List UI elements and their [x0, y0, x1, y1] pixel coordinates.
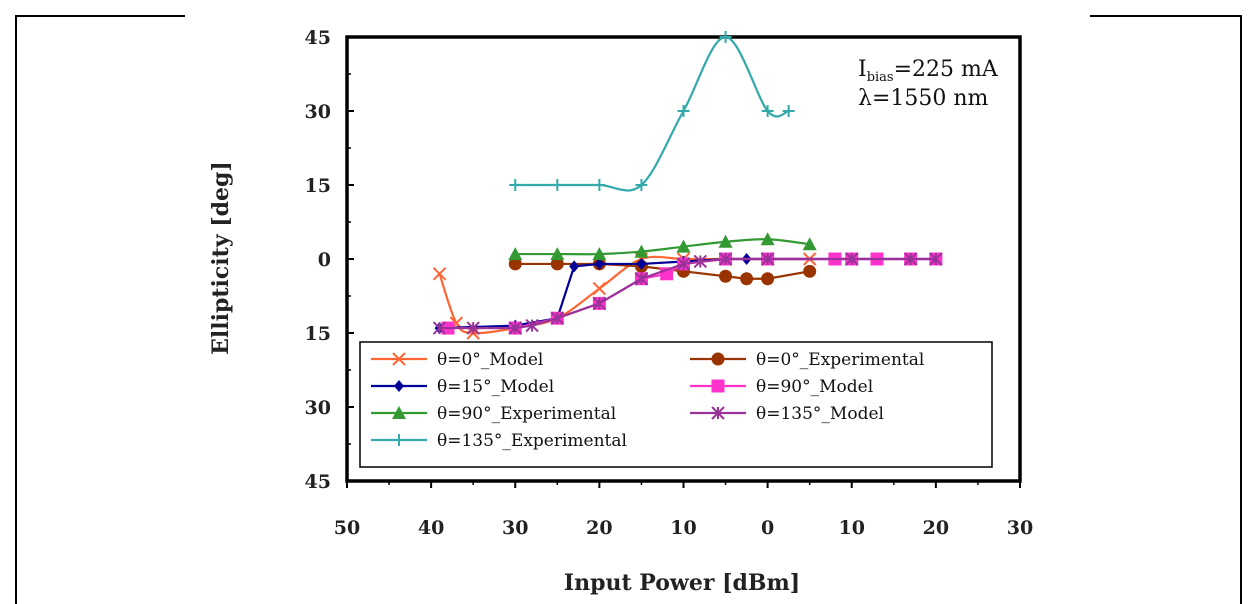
data-point [718, 234, 733, 248]
legend-label: θ=15°_Model [437, 377, 554, 397]
data-point [432, 267, 447, 281]
x-tick-label: 30 [502, 517, 528, 539]
y-tick-label: 0 [318, 249, 331, 271]
legend-swatch-marker [393, 434, 405, 446]
x-tick-label: 20 [923, 517, 949, 539]
series-5 [508, 232, 817, 261]
legend-label: θ=90°_Model [756, 377, 873, 397]
x-tick-label: 20 [586, 517, 612, 539]
data-point [550, 247, 565, 261]
x-tick-label: 0 [761, 517, 774, 539]
x-tick-label: 40 [418, 517, 444, 539]
data-point [593, 179, 606, 191]
legend: θ=0°_Model θ=0°_Experimental θ=15°_Model θ=… [359, 341, 993, 468]
legend-box [359, 341, 993, 468]
data-point [929, 252, 943, 266]
data-point [592, 281, 607, 296]
tick-labels: 45 30 15 0 15 30 45 50 40 30 20 10 0 10 20 30 [305, 27, 1034, 539]
data-point [761, 105, 774, 117]
figure-background [185, 15, 1090, 604]
data-point [550, 257, 564, 271]
data-point [740, 272, 754, 286]
data-point [594, 257, 605, 270]
data-point [592, 247, 607, 261]
bias-current-label: Ibias=225 mA [858, 57, 999, 85]
data-point [803, 264, 817, 278]
data-point [676, 239, 691, 253]
wavelength-label: λ=1550 nm [858, 86, 989, 111]
legend-label: θ=135°_Model [756, 404, 884, 424]
y-tick-label: 45 [305, 471, 331, 493]
y-tick-label: 45 [305, 27, 331, 49]
data-point [635, 179, 648, 191]
data-point [551, 179, 564, 191]
data-point [569, 260, 580, 273]
data-point [508, 321, 522, 335]
data-point [760, 252, 775, 266]
condition-annotation: Ibias=225 mA λ=1550 nm [858, 57, 999, 111]
series-7 [509, 31, 795, 192]
data-point [845, 252, 859, 266]
legend-swatch-marker [392, 352, 406, 366]
legend-swatch-marker [392, 406, 406, 419]
data-point [634, 244, 649, 258]
legend-entry: θ=135°_Experimental [371, 431, 627, 451]
y-tick-label: 30 [305, 101, 331, 123]
x-tick-label: 50 [334, 517, 360, 539]
legend-swatch-marker [711, 379, 725, 393]
series-line [515, 35, 790, 192]
data-point [509, 179, 522, 191]
data-point [592, 296, 607, 311]
legend-swatch-marker [394, 380, 404, 392]
plot-area [345, 35, 1022, 488]
legend-label: θ=0°_Experimental [756, 350, 924, 370]
legend-entry: θ=15°_Model [371, 377, 554, 397]
legend-entry: θ=0°_Model [371, 350, 543, 370]
data-point [634, 272, 649, 286]
legend-label: θ=135°_Experimental [437, 431, 627, 451]
data-point [676, 257, 691, 271]
series-layer [432, 31, 943, 340]
data-point [782, 105, 795, 117]
x-tick-label: 30 [1007, 517, 1033, 539]
legend-entry: θ=135°_Model [690, 404, 884, 424]
data-point [525, 318, 539, 333]
data-point [760, 232, 775, 246]
x-tick-label: 10 [839, 517, 865, 539]
data-point [508, 247, 523, 261]
data-point [802, 237, 817, 251]
series-6 [432, 252, 943, 335]
data-point [508, 257, 522, 271]
legend-entry: θ=0°_Experimental [690, 350, 924, 370]
data-point [718, 252, 733, 266]
x-axis-title: Input Power [dBm] [564, 570, 800, 596]
y-tick-label: 15 [305, 175, 331, 197]
data-point [903, 252, 918, 266]
data-point [761, 272, 775, 286]
data-point [466, 321, 480, 335]
y-axis-title: Ellipticity [deg] [208, 161, 234, 355]
x-tick-label: 10 [670, 517, 696, 539]
legend-swatch-marker [711, 406, 725, 420]
data-point [677, 105, 690, 117]
data-point [693, 254, 708, 269]
data-point [432, 321, 447, 335]
legend-label: θ=90°_Experimental [437, 404, 616, 424]
data-point [719, 269, 733, 283]
y-tick-label: 30 [305, 397, 331, 419]
legend-label: θ=0°_Model [437, 350, 543, 370]
legend-entry: θ=90°_Experimental [371, 404, 616, 424]
series-line [439, 257, 936, 330]
data-point [550, 311, 565, 325]
y-tick-label: 15 [305, 323, 331, 345]
data-point [636, 257, 647, 270]
legend-entry: θ=90°_Model [690, 377, 873, 397]
legend-swatch-marker [711, 352, 725, 366]
data-point [719, 31, 732, 43]
